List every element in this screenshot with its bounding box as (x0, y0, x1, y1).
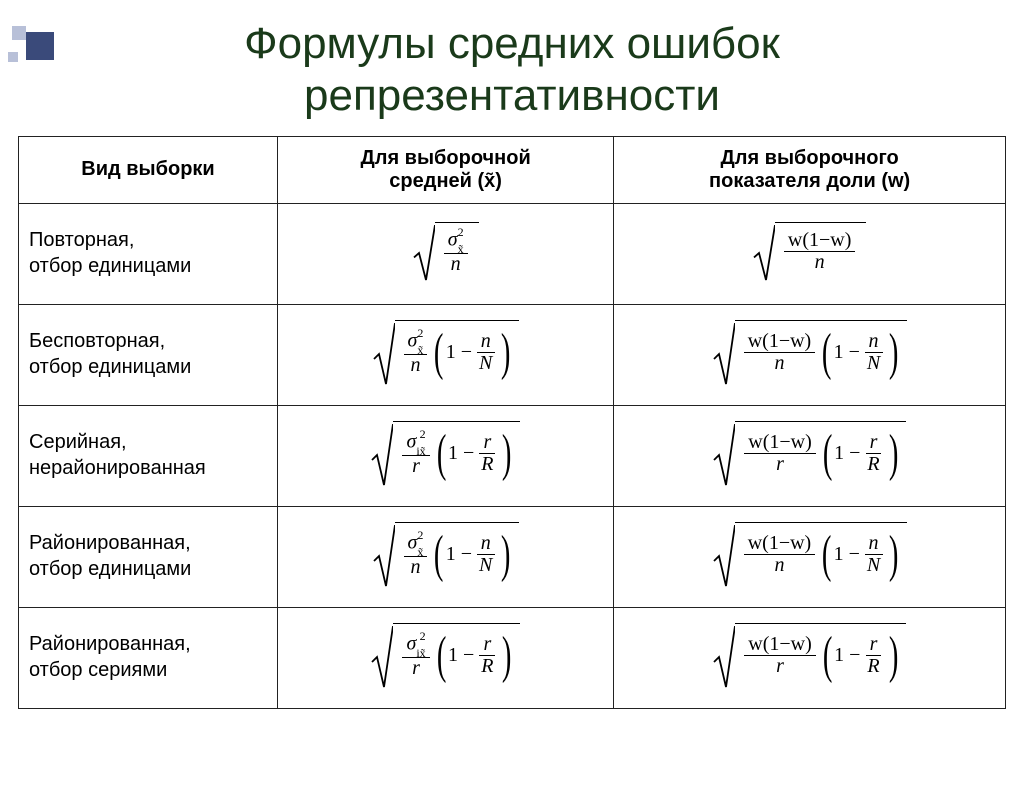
header-col3: Для выборочного показателя доли (w) (614, 136, 1006, 203)
table-row: Районированная,отбор единицами σx̃2n(1 −… (19, 506, 1006, 607)
formula-mean: σx̃2n(1 − nN) (278, 304, 614, 405)
formula-mean: σix̃2r(1 − rR) (278, 405, 614, 506)
formula-mean: σx̃2n(1 − nN) (278, 506, 614, 607)
table-row: Районированная,отбор сериями σix̃2r(1 − … (19, 607, 1006, 708)
formula-proportion: w(1−w)n (614, 203, 1006, 304)
title-line1: Формулы средних ошибок (244, 19, 780, 68)
formula-mean: σix̃2r(1 − rR) (278, 607, 614, 708)
table-header-row: Вид выборки Для выборочной средней (x̃) … (19, 136, 1006, 203)
table-row: Бесповторная,отбор единицами σx̃2n(1 − n… (19, 304, 1006, 405)
table-row: Серийная,нерайонированная σix̃2r(1 − rR)… (19, 405, 1006, 506)
row-label: Районированная,отбор единицами (19, 506, 278, 607)
formula-proportion: w(1−w)n(1 − nN) (614, 506, 1006, 607)
row-label: Серийная,нерайонированная (19, 405, 278, 506)
formula-mean: σx̃2n (278, 203, 614, 304)
formula-proportion: w(1−w)r(1 − rR) (614, 607, 1006, 708)
row-label: Повторная,отбор единицами (19, 203, 278, 304)
table-row: Повторная,отбор единицами σx̃2n w(1−w)n (19, 203, 1006, 304)
title-line2: репрезентативности (304, 71, 720, 120)
header-col1: Вид выборки (19, 136, 278, 203)
row-label: Бесповторная,отбор единицами (19, 304, 278, 405)
header-col2: Для выборочной средней (x̃) (278, 136, 614, 203)
formulas-table: Вид выборки Для выборочной средней (x̃) … (18, 136, 1006, 709)
formula-proportion: w(1−w)r(1 − rR) (614, 405, 1006, 506)
table-body: Повторная,отбор единицами σx̃2n w(1−w)nБ… (19, 203, 1006, 708)
page-title: Формулы средних ошибок репрезентативност… (40, 18, 984, 122)
formula-proportion: w(1−w)n(1 − nN) (614, 304, 1006, 405)
row-label: Районированная,отбор сериями (19, 607, 278, 708)
